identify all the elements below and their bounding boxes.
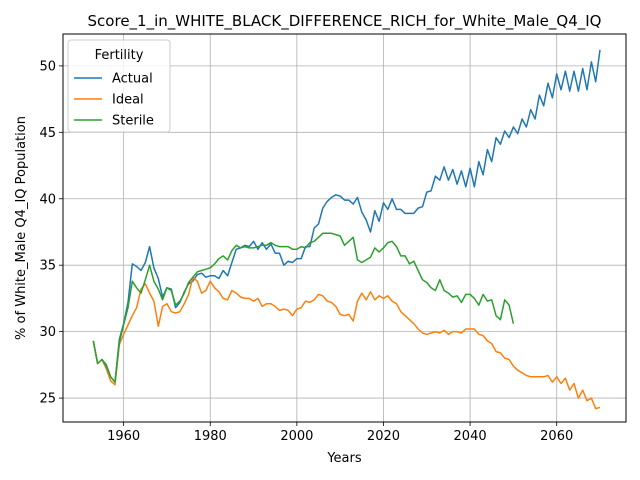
legend-label-ideal: Ideal [112,93,144,108]
series-line-ideal [92,276,601,410]
x-axis-label: Years [326,451,362,466]
x-tick-label: 1980 [194,429,227,444]
y-tick-label: 35 [39,259,56,274]
x-tick-label: 2040 [454,429,487,444]
legend-label-sterile: Sterile [112,114,154,129]
legend: Fertility Actual Ideal Sterile [67,39,171,133]
y-axis-label: % of White_Male Q4_IQ Population [14,116,29,340]
grid [63,34,626,422]
plot-frame [62,33,627,423]
x-tick-label: 2000 [280,429,313,444]
series-layer [92,49,601,410]
legend-label-actual: Actual [112,72,153,87]
series-line-actual [92,49,601,383]
x-tick-label: 2060 [540,429,573,444]
y-tick-label: 45 [39,126,56,141]
y-tick-label: 25 [39,392,56,407]
x-tick-label: 1960 [107,429,140,444]
x-tick-label: 2020 [367,429,400,444]
y-tick-label: 40 [39,192,56,207]
legend-title: Fertility [95,48,144,63]
chart-title: Score_1_in_WHITE_BLACK_DIFFERENCE_RICH_f… [88,12,602,31]
series-line-sterile [92,232,515,383]
y-axis: 25 30 35 40 45 50 [39,59,63,407]
x-axis: 1960 1980 2000 2020 2040 2060 [107,422,573,444]
legend-box [67,39,171,133]
y-tick-label: 50 [39,59,56,74]
y-tick-label: 30 [39,325,56,340]
